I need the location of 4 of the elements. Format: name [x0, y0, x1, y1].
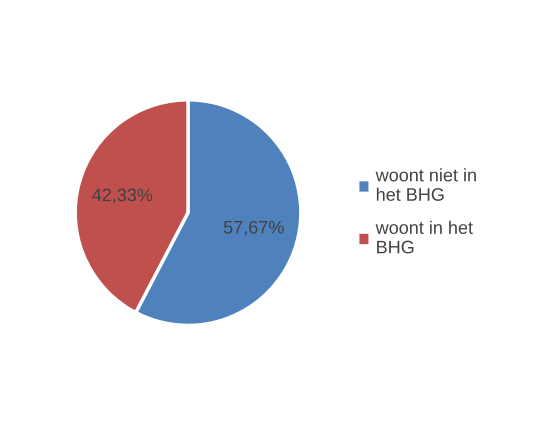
data-label: 42,33%: [92, 188, 152, 204]
legend-label: woont niet in het BHG: [376, 168, 476, 201]
data-label: 57,67%: [224, 220, 284, 236]
legend-label: woont in het BHG: [376, 220, 473, 254]
